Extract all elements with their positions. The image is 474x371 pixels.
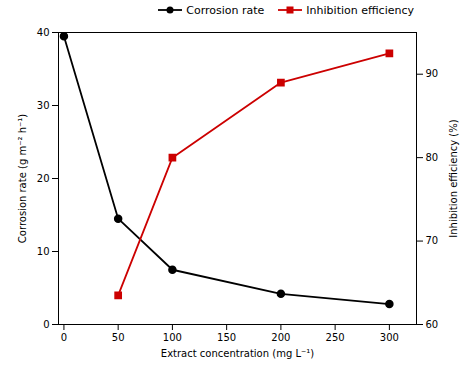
svg-text:90: 90 [426,68,439,79]
svg-text:150: 150 [217,332,236,343]
svg-text:60: 60 [426,319,439,330]
svg-text:0: 0 [43,319,49,330]
svg-text:10: 10 [37,246,50,257]
svg-text:30: 30 [37,100,50,111]
svg-text:Inhibition efficiency (%): Inhibition efficiency (%) [448,119,459,237]
svg-text:300: 300 [380,332,399,343]
svg-text:250: 250 [326,332,345,343]
svg-text:80: 80 [426,152,439,163]
svg-text:20: 20 [37,173,50,184]
svg-text:Corrosion rate (g m⁻² h⁻¹): Corrosion rate (g m⁻² h⁻¹) [17,114,28,243]
svg-text:100: 100 [163,332,182,343]
html-text:Inhibition efficiency: Inhibition efficiency [306,3,414,17]
svg-text:50: 50 [112,332,125,343]
svg-text:0: 0 [61,332,67,343]
svg-text:40: 40 [37,27,50,38]
html-text:Corrosion rate: Corrosion rate [186,3,265,17]
svg-text:200: 200 [271,332,290,343]
svg-text:Extract concentration (mg L⁻¹): Extract concentration (mg L⁻¹) [161,348,314,359]
svg-text:70: 70 [426,235,439,246]
